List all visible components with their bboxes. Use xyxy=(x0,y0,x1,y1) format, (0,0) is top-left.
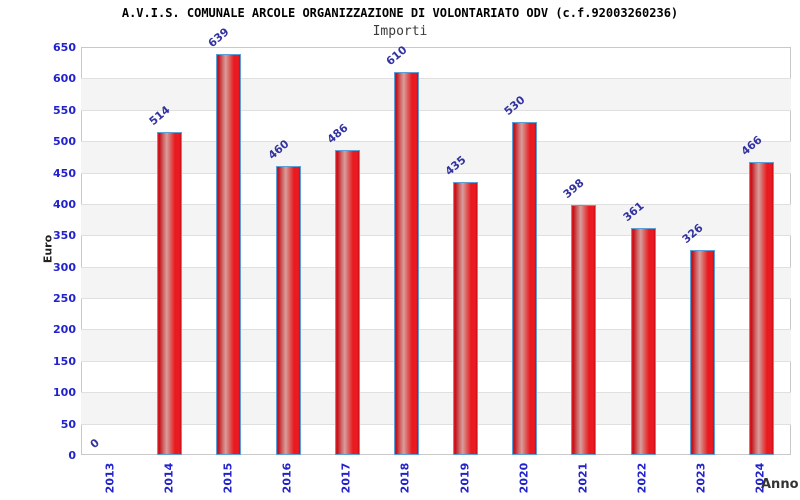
bar-2015 xyxy=(216,53,242,455)
x-tick-label-2020: 2020 xyxy=(517,462,531,494)
gridline xyxy=(81,78,791,80)
chart-title: A.V.I.S. COMUNALE ARCOLE ORGANIZZAZIONE … xyxy=(121,6,679,20)
bar-2022 xyxy=(630,228,656,455)
y-tick-label: 650 xyxy=(53,41,76,54)
x-tick-label-2017: 2017 xyxy=(339,462,353,494)
y-tick-label: 150 xyxy=(53,354,76,368)
grid-band xyxy=(81,392,791,424)
y-tick-label: 350 xyxy=(53,229,76,243)
bar-2024 xyxy=(748,162,774,455)
x-tick-label-2016: 2016 xyxy=(280,462,294,494)
gridline xyxy=(81,266,791,268)
y-axis-title: Euro xyxy=(41,234,55,264)
y-tick-label: 250 xyxy=(53,292,76,306)
x-tick-label-2015: 2015 xyxy=(221,462,235,494)
y-tick-label: 100 xyxy=(53,386,76,400)
x-tick-label-2022: 2022 xyxy=(635,462,649,494)
x-tick-label-2018: 2018 xyxy=(398,462,412,494)
x-tick-label-2023: 2023 xyxy=(694,462,708,494)
bar-2016 xyxy=(275,166,301,455)
y-tick-label: 200 xyxy=(53,323,76,337)
bar-2023 xyxy=(689,250,715,455)
bar-2014 xyxy=(157,132,183,455)
bar-2017 xyxy=(334,149,360,455)
gridline xyxy=(81,360,791,362)
x-tick-label-2013: 2013 xyxy=(103,462,117,494)
gridline xyxy=(81,109,791,111)
grid-band xyxy=(81,266,791,299)
gridline xyxy=(81,329,791,331)
y-tick-label: 400 xyxy=(53,197,76,211)
grid-band xyxy=(81,203,791,236)
gridline xyxy=(81,172,791,174)
gridline xyxy=(81,392,791,394)
gridline xyxy=(81,141,791,143)
y-tick-label: 50 xyxy=(60,417,76,431)
x-tick-label-2021: 2021 xyxy=(576,462,590,494)
gridline xyxy=(81,203,791,205)
x-axis-title: Anno xyxy=(761,477,799,492)
gridline xyxy=(81,298,791,300)
grid-band xyxy=(81,329,791,361)
grid-band xyxy=(81,78,791,110)
plot-area xyxy=(81,47,791,455)
grid-band xyxy=(81,141,791,173)
gridline xyxy=(81,423,791,425)
gridline xyxy=(81,235,791,237)
x-tick-label-2019: 2019 xyxy=(458,462,472,494)
y-tick-label: 300 xyxy=(53,260,76,274)
x-tick-label-2014: 2014 xyxy=(162,462,176,494)
y-tick-label: 450 xyxy=(53,166,76,180)
y-tick-label: 550 xyxy=(53,103,76,117)
y-tick-label: 600 xyxy=(53,72,76,86)
chart-subtitle: Importi xyxy=(372,24,428,39)
bar-2018 xyxy=(393,72,419,455)
bar-2021 xyxy=(571,205,597,455)
bar-2019 xyxy=(453,181,479,455)
bar-2020 xyxy=(512,122,538,455)
y-tick-label: 500 xyxy=(53,135,76,149)
y-tick-label: 0 xyxy=(68,449,76,462)
